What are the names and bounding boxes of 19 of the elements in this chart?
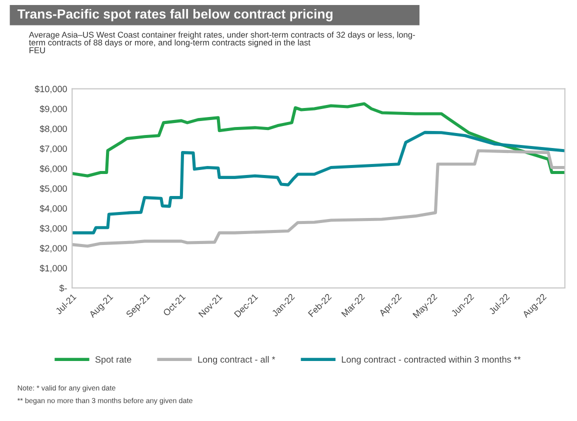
y-tick-label: $6,000 — [40, 165, 67, 173]
legend-label: Spot rate — [95, 356, 132, 364]
legend-label: Long contract - all * — [198, 356, 276, 364]
y-tick-label: $8,000 — [40, 125, 67, 134]
y-tick-label: $1,000 — [40, 264, 67, 272]
y-tick-label: $- — [59, 284, 67, 292]
line-series — [72, 102, 565, 178]
y-tick-label: $9,000 — [40, 105, 67, 114]
y-tick-label: $2,000 — [40, 244, 67, 253]
y-tick-label: $10,000 — [34, 85, 67, 94]
y-tick-label: $7,000 — [40, 145, 67, 153]
y-tick-label: $3,000 — [40, 224, 67, 233]
line-series — [72, 149, 565, 248]
legend-label: Long contract - contracted within 3 months ** — [342, 356, 521, 364]
line-series — [72, 130, 565, 234]
chart-subtitle: Average Asia–US West Coast container freight rates, under short-term contracts of 32 days or less, long- term contracts of 88 days or more, and long-term contracts signed in the last FEU — [28, 32, 415, 54]
y-tick-label: $5,000 — [40, 184, 67, 193]
chart-title: Trans-Pacific spot rates fall below contract pricing — [17, 8, 332, 22]
y-tick-label: $4,000 — [40, 204, 67, 213]
